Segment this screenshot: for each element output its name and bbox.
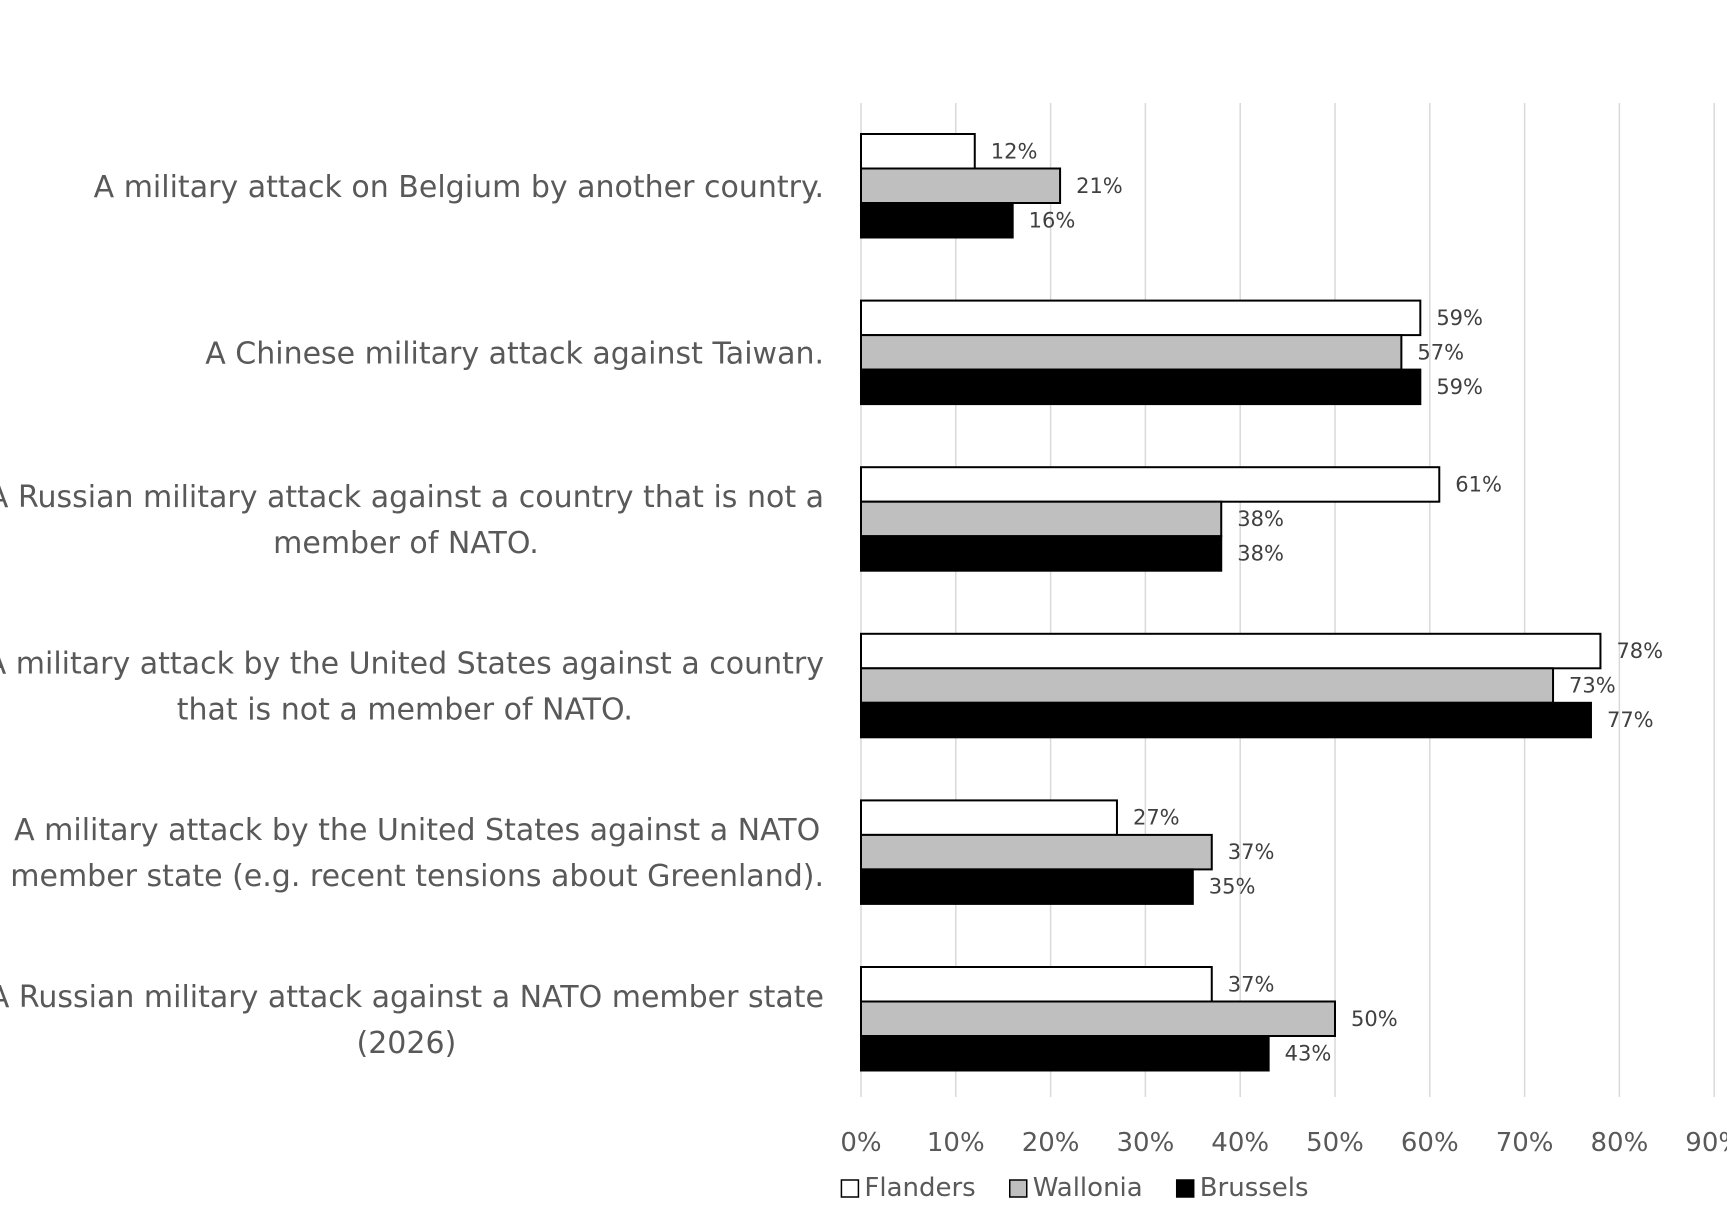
x-tick-label-90: 90% (1685, 1128, 1727, 1158)
x-tick-label-50: 50% (1306, 1128, 1364, 1158)
data-label-flanders-1: 59% (1436, 306, 1483, 330)
data-label-wallonia-1: 57% (1417, 340, 1464, 364)
category-label-4-line-1: member state (e.g. recent tensions about… (10, 859, 824, 894)
x-tick-label-60: 60% (1401, 1128, 1459, 1158)
legend-swatch-wallonia (1008, 1179, 1028, 1198)
bar-wallonia-1 (860, 334, 1403, 371)
category-label-0-line-0: A military attack on Belgium by another … (94, 170, 824, 205)
category-label-3-line-1: that is not a member of NATO. (177, 693, 633, 728)
data-label-flanders-2: 61% (1455, 472, 1502, 496)
x-tick-label-30: 30% (1117, 1128, 1175, 1158)
gridlines (860, 103, 1715, 1097)
legend-item-wallonia: Wallonia (1008, 1173, 1143, 1203)
data-label-wallonia-0: 21% (1076, 174, 1123, 198)
category-labels: A military attack on Belgium by another … (0, 170, 824, 1061)
bar-brussels-5 (860, 1035, 1270, 1072)
legend: Flanders Wallonia Brussels (840, 1173, 1309, 1203)
bar-flanders-0 (860, 133, 976, 170)
x-tick-label-0: 0% (840, 1128, 881, 1158)
bar-flanders-5 (860, 966, 1213, 1003)
data-label-flanders-4: 27% (1133, 806, 1180, 830)
category-label-3-line-0: A military attack by the United States a… (0, 647, 824, 682)
bar-wallonia-2 (860, 500, 1223, 538)
legend-item-flanders: Flanders (840, 1173, 976, 1203)
x-tick-label-40: 40% (1211, 1128, 1269, 1158)
bars (860, 133, 1602, 1072)
category-label-2-line-0: A Russian military attack against a coun… (0, 480, 824, 515)
data-label-wallonia-2: 38% (1237, 507, 1284, 531)
data-label-wallonia-5: 50% (1351, 1007, 1398, 1031)
category-label-5-line-0: A Russian military attack against a NATO… (0, 980, 824, 1015)
category-label-2-line-1: member of NATO. (273, 526, 539, 561)
data-label-wallonia-4: 37% (1228, 840, 1275, 864)
bar-brussels-1 (860, 368, 1422, 406)
x-tick-label-70: 70% (1496, 1128, 1554, 1158)
bar-wallonia-5 (860, 1000, 1336, 1037)
bar-brussels-3 (860, 701, 1592, 739)
legend-item-brussels: Brussels (1175, 1173, 1309, 1203)
bar-flanders-3 (860, 632, 1602, 670)
legend-label-flanders: Flanders (864, 1173, 975, 1203)
data-label-brussels-3: 77% (1607, 708, 1654, 732)
legend-label-brussels: Brussels (1200, 1173, 1309, 1203)
category-label-1-line-0: A Chinese military attack against Taiwan… (205, 336, 824, 371)
bar-wallonia-4 (860, 833, 1213, 871)
x-tick-label-20: 20% (1022, 1128, 1080, 1158)
bar-brussels-4 (860, 868, 1194, 905)
bar-flanders-4 (860, 799, 1118, 836)
category-label-4-line-0: A military attack by the United States a… (14, 813, 820, 848)
data-labels: 12% 21%16% 59% 57% 59% 61% 38% 38% 78%73% 77% 27% 3… (991, 139, 1663, 1065)
bar-brussels-0 (860, 202, 1014, 239)
data-label-brussels-1: 59% (1436, 375, 1483, 399)
data-label-wallonia-3: 73% (1569, 674, 1616, 698)
bar-flanders-2 (860, 466, 1441, 503)
bar-flanders-1 (860, 299, 1422, 337)
x-tick-label-10: 10% (927, 1128, 985, 1158)
bar-wallonia-0 (860, 167, 1062, 204)
data-label-brussels-2: 38% (1237, 541, 1284, 565)
data-label-flanders-0: 12% (991, 139, 1038, 163)
legend-swatch-brussels (1175, 1179, 1195, 1198)
data-label-brussels-4: 35% (1209, 875, 1256, 899)
bar-wallonia-3 (860, 667, 1555, 704)
category-label-5-line-1: (2026) (357, 1026, 457, 1061)
bar-brussels-2 (860, 535, 1223, 572)
data-label-brussels-0: 16% (1029, 208, 1076, 232)
data-label-flanders-5: 37% (1228, 972, 1275, 996)
data-label-flanders-3: 78% (1616, 639, 1663, 663)
legend-label-wallonia: Wallonia (1033, 1173, 1143, 1203)
x-tick-label-80: 80% (1591, 1128, 1649, 1158)
data-label-brussels-5: 43% (1285, 1041, 1332, 1065)
x-axis-tick-labels: 0% 10% 20% 30% 40% 50% 60% 70% 80% 90% (840, 1128, 1727, 1158)
legend-swatch-flanders (840, 1179, 860, 1198)
